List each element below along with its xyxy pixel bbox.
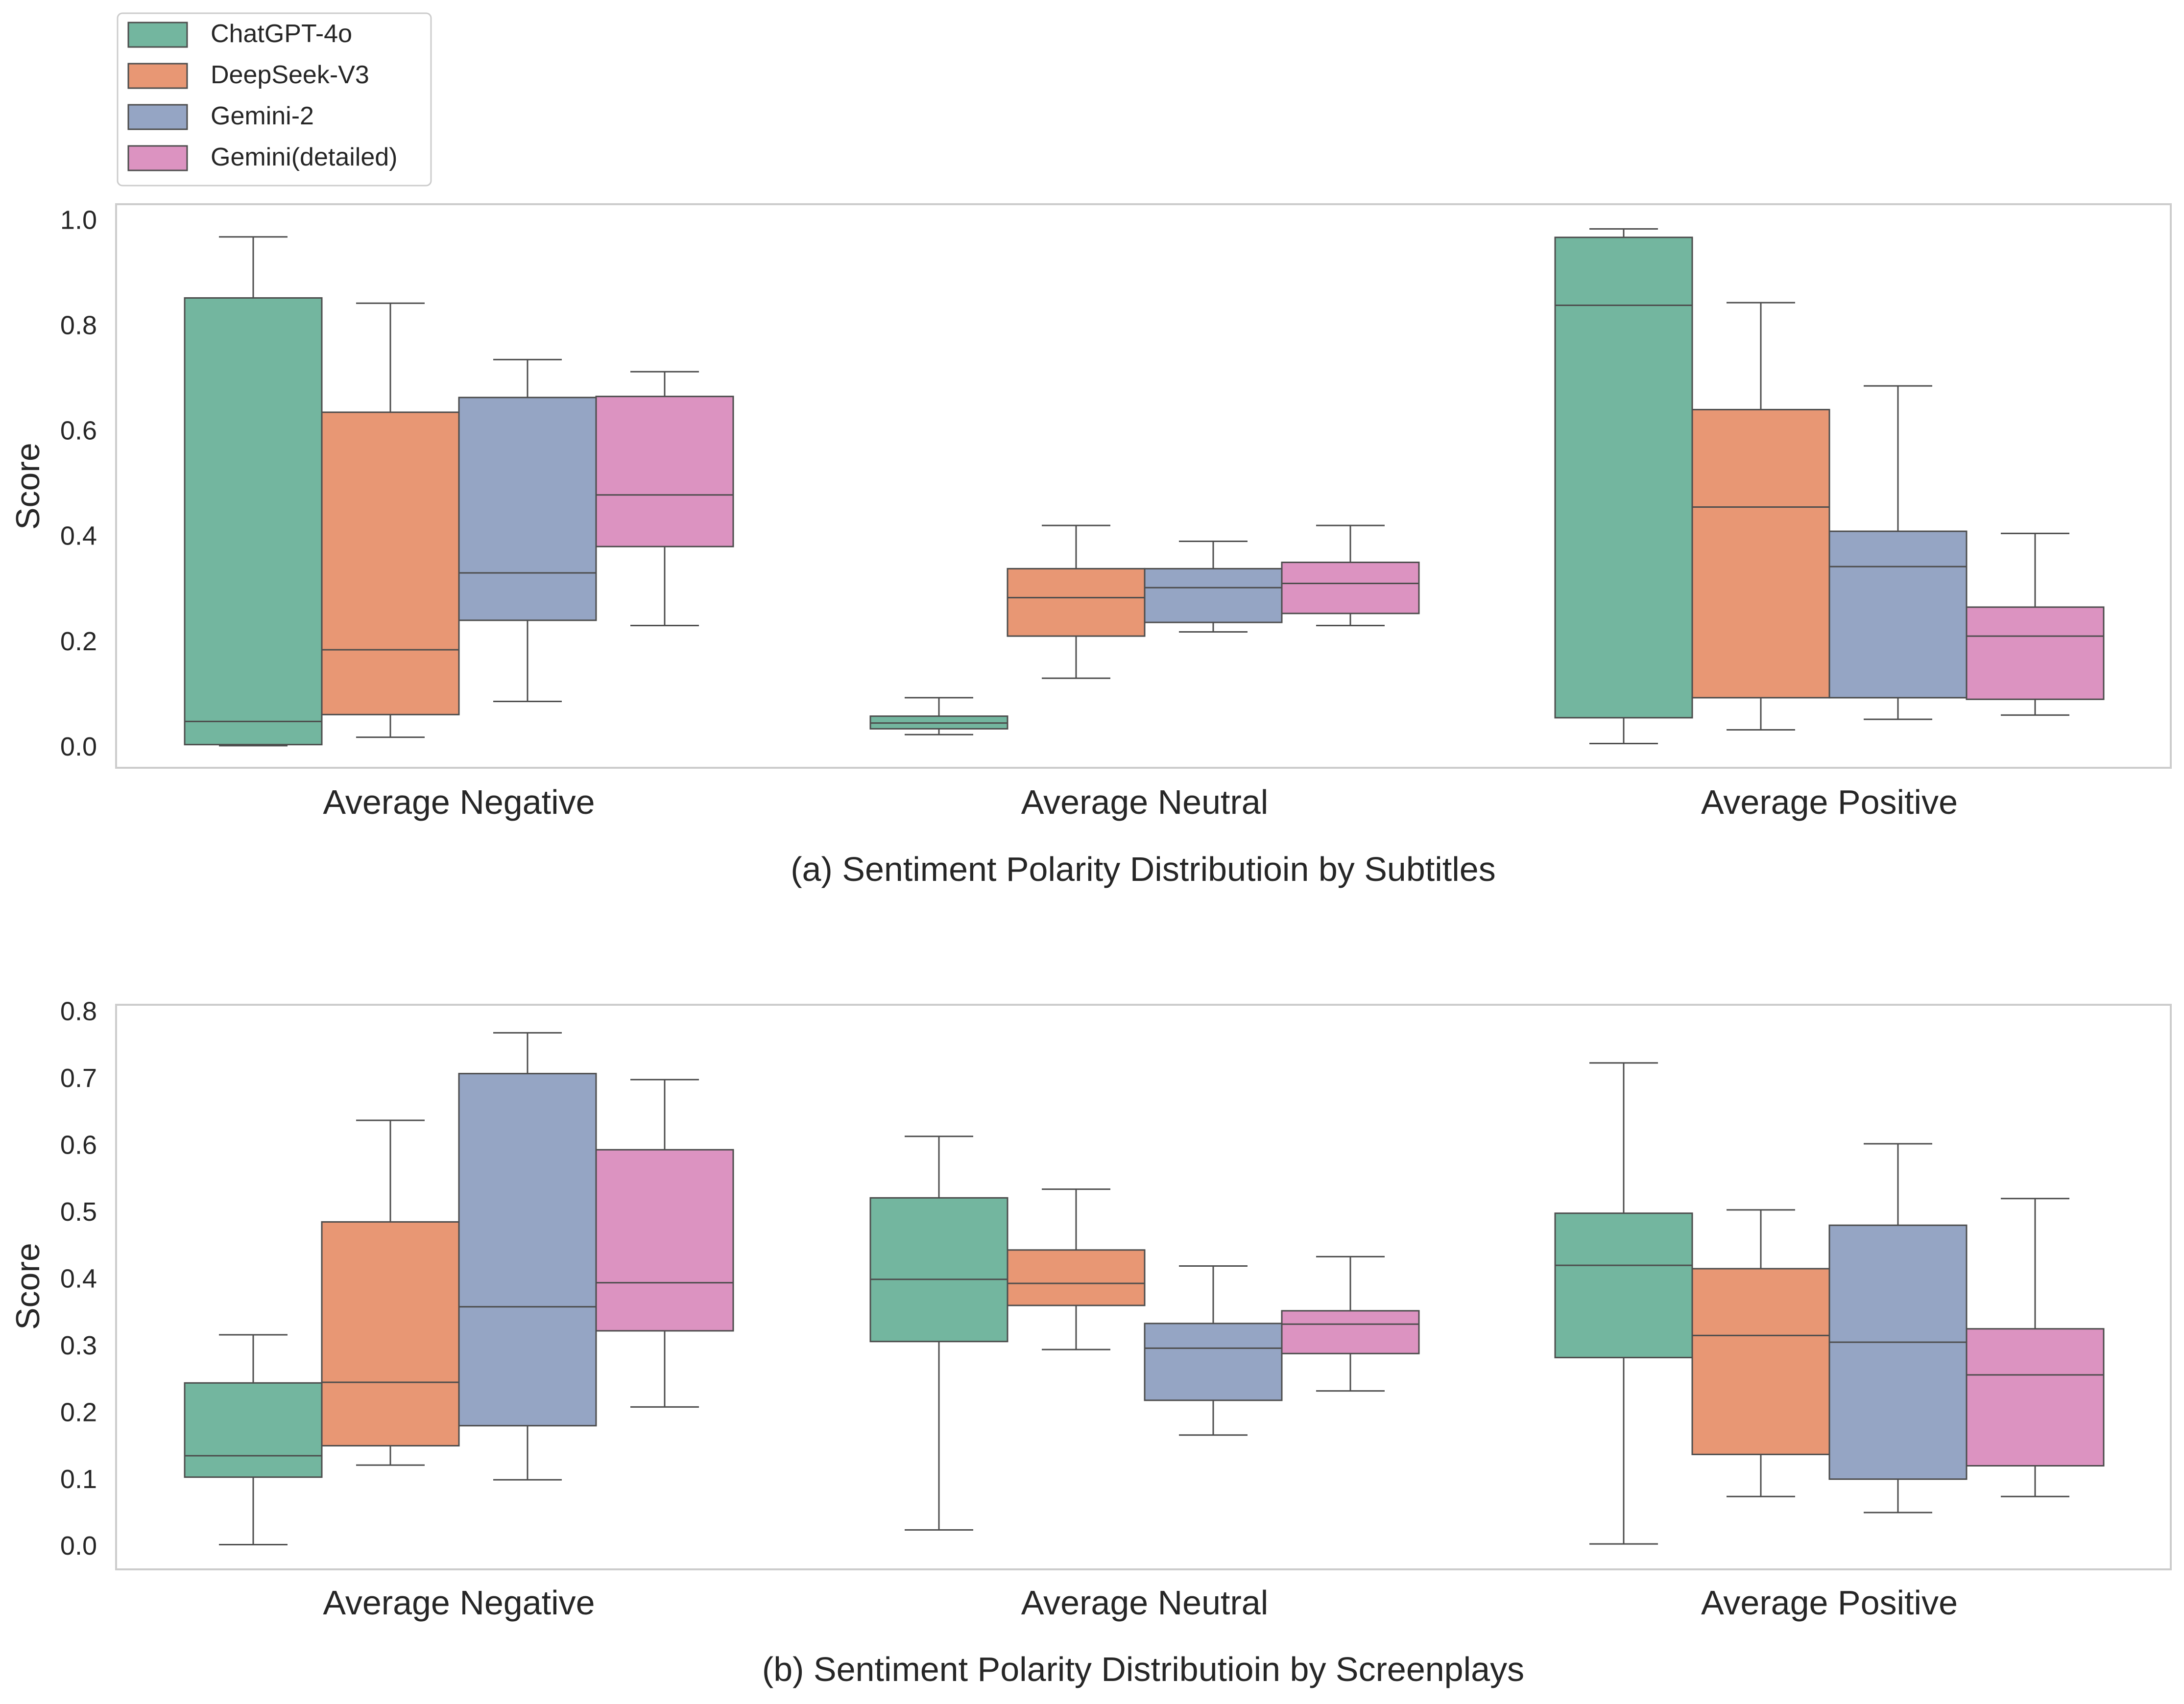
x-category-label: Average Negative xyxy=(323,783,595,821)
plot-frame xyxy=(115,1004,2172,1570)
box-1-1 xyxy=(1007,524,1146,679)
box-0-2 xyxy=(1554,1062,1693,1545)
y-tick-label: 0.6 xyxy=(60,416,97,446)
legend-swatch xyxy=(127,145,188,171)
box-iqr xyxy=(184,297,323,746)
legend-label: ChatGPT-4o xyxy=(211,20,352,48)
y-axis-label: Score xyxy=(9,1243,47,1330)
legend: ChatGPT-4o DeepSeek-V3 Gemini-2 Gemini(deta… xyxy=(117,12,432,187)
y-tick-label: 0.0 xyxy=(60,732,97,761)
box-iqr xyxy=(184,1382,323,1478)
x-category-label: Average Positive xyxy=(1701,783,1958,821)
box-0-0 xyxy=(184,1334,323,1546)
y-tick-label: 0.8 xyxy=(60,310,97,340)
box-iqr xyxy=(1554,237,1693,719)
y-tick-label: 0.0 xyxy=(60,1531,97,1561)
legend-label: Gemini-2 xyxy=(211,102,314,130)
box-2-2 xyxy=(1828,385,1968,720)
box-3-0 xyxy=(595,371,734,627)
x-category-label: Average Negative xyxy=(323,1584,595,1622)
box-iqr xyxy=(1554,1212,1693,1358)
legend-swatch xyxy=(127,63,188,89)
box-1-1 xyxy=(1007,1188,1146,1350)
box-iqr xyxy=(1281,1310,1420,1354)
box-iqr xyxy=(321,1221,460,1447)
box-iqr xyxy=(869,1197,1008,1343)
box-0-1 xyxy=(869,697,1008,735)
box-0-0 xyxy=(184,236,323,747)
box-iqr xyxy=(595,1149,734,1332)
box-iqr xyxy=(1966,606,2105,700)
legend-swatch xyxy=(127,104,188,130)
box-1-2 xyxy=(1691,302,1830,731)
box-iqr xyxy=(1007,1249,1146,1306)
box-iqr xyxy=(458,397,597,621)
y-tick-label: 0.5 xyxy=(60,1197,97,1227)
box-iqr xyxy=(1828,530,1968,699)
box-3-2 xyxy=(1966,532,2105,716)
x-category-label: Average Neutral xyxy=(1021,783,1269,821)
y-tick-label: 0.7 xyxy=(60,1064,97,1093)
box-3-0 xyxy=(595,1079,734,1408)
panel-screenplays: 0.0 0.1 0.2 0.3 0.4 0.5 0.6 0.7 0.8 Score Average … xyxy=(9,997,2172,1688)
legend-label: Gemini(detailed) xyxy=(211,143,398,171)
box-iqr xyxy=(321,411,460,715)
box-2-1 xyxy=(1144,1265,1283,1436)
box-0-2 xyxy=(1554,228,1693,745)
box-iqr xyxy=(1691,1268,1830,1455)
y-tick-label: 0.2 xyxy=(60,627,97,656)
legend-label: DeepSeek-V3 xyxy=(211,61,369,89)
y-tick-label: 0.4 xyxy=(60,1264,97,1293)
legend-swatch xyxy=(127,22,188,48)
box-iqr xyxy=(595,396,734,547)
panel-caption: (b) Sentiment Polarity Distributioin by … xyxy=(762,1650,1524,1688)
box-1-2 xyxy=(1691,1209,1830,1497)
legend-frame xyxy=(117,12,432,187)
box-1-0 xyxy=(321,1119,460,1466)
panel-subtitles: 0.0 0.2 0.4 0.6 0.8 1.0 Score Average Negative A… xyxy=(9,203,2172,888)
box-iqr xyxy=(1281,561,1420,615)
box-2-0 xyxy=(458,358,597,702)
y-tick-label: 0.3 xyxy=(60,1331,97,1360)
box-3-2 xyxy=(1966,1198,2105,1497)
box-3-1 xyxy=(1281,524,1420,627)
x-category-label: Average Positive xyxy=(1701,1584,1958,1622)
y-tick-label: 0.8 xyxy=(60,997,97,1026)
box-3-1 xyxy=(1281,1255,1420,1392)
box-1-0 xyxy=(321,302,460,738)
box-2-2 xyxy=(1828,1143,1968,1514)
y-axis-label: Score xyxy=(9,443,47,530)
box-iqr xyxy=(1966,1328,2105,1467)
box-iqr xyxy=(1144,568,1283,623)
y-tick-label: 0.4 xyxy=(60,521,97,551)
panel-caption: (a) Sentiment Polarity Distributioin by … xyxy=(791,850,1495,888)
box-2-0 xyxy=(458,1032,597,1481)
box-iqr xyxy=(1007,568,1146,637)
box-2-1 xyxy=(1144,540,1283,633)
box-0-1 xyxy=(869,1136,1008,1531)
box-iqr xyxy=(1691,409,1830,699)
y-tick-label: 0.1 xyxy=(60,1465,97,1494)
y-tick-label: 0.6 xyxy=(60,1131,97,1160)
x-category-label: Average Neutral xyxy=(1021,1584,1269,1622)
y-tick-label: 1.0 xyxy=(60,205,97,235)
y-tick-label: 0.2 xyxy=(60,1397,97,1427)
box-iqr xyxy=(1828,1224,1968,1480)
box-iqr xyxy=(1144,1323,1283,1401)
plot-frame xyxy=(115,203,2172,769)
box-iqr xyxy=(458,1073,597,1427)
